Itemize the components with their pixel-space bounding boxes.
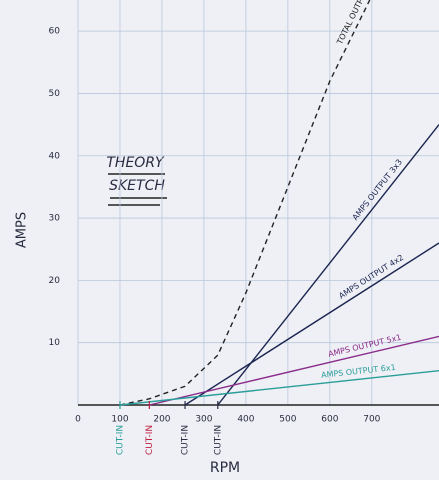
y-tick-label: 40	[49, 151, 61, 161]
cut-in-label: CUT-IN	[115, 425, 125, 455]
series-line	[149, 335, 439, 406]
series-line	[119, 0, 371, 406]
series-line	[217, 124, 439, 406]
y-tick-label: 60	[49, 27, 61, 37]
x-tick-label: 500	[279, 415, 296, 425]
cut-in-label: CUT-IN	[181, 425, 191, 455]
x-tick-label: 700	[363, 415, 380, 425]
x-axis-label: RPM	[210, 460, 240, 476]
chart-title: THEORY	[106, 155, 165, 171]
series-line	[184, 242, 439, 406]
x-tick-label: 0	[75, 415, 81, 425]
x-tick-label: 600	[321, 415, 338, 425]
x-tick-label: 400	[237, 415, 254, 425]
x-tick-label: 100	[111, 415, 128, 425]
y-tick-label: 30	[49, 214, 61, 224]
y-tick-label: 20	[49, 276, 61, 286]
cut-in-label: CUT-IN	[145, 425, 155, 455]
chart-title: SKETCH	[109, 178, 165, 194]
y-tick-label: 50	[49, 89, 61, 99]
x-tick-label: 200	[153, 415, 170, 425]
series-line	[119, 370, 439, 406]
y-tick-label: 10	[49, 338, 61, 348]
x-tick-label: 300	[195, 415, 212, 425]
y-axis-label: AMPS	[15, 212, 30, 248]
cut-in-label: CUT-IN	[213, 425, 223, 455]
